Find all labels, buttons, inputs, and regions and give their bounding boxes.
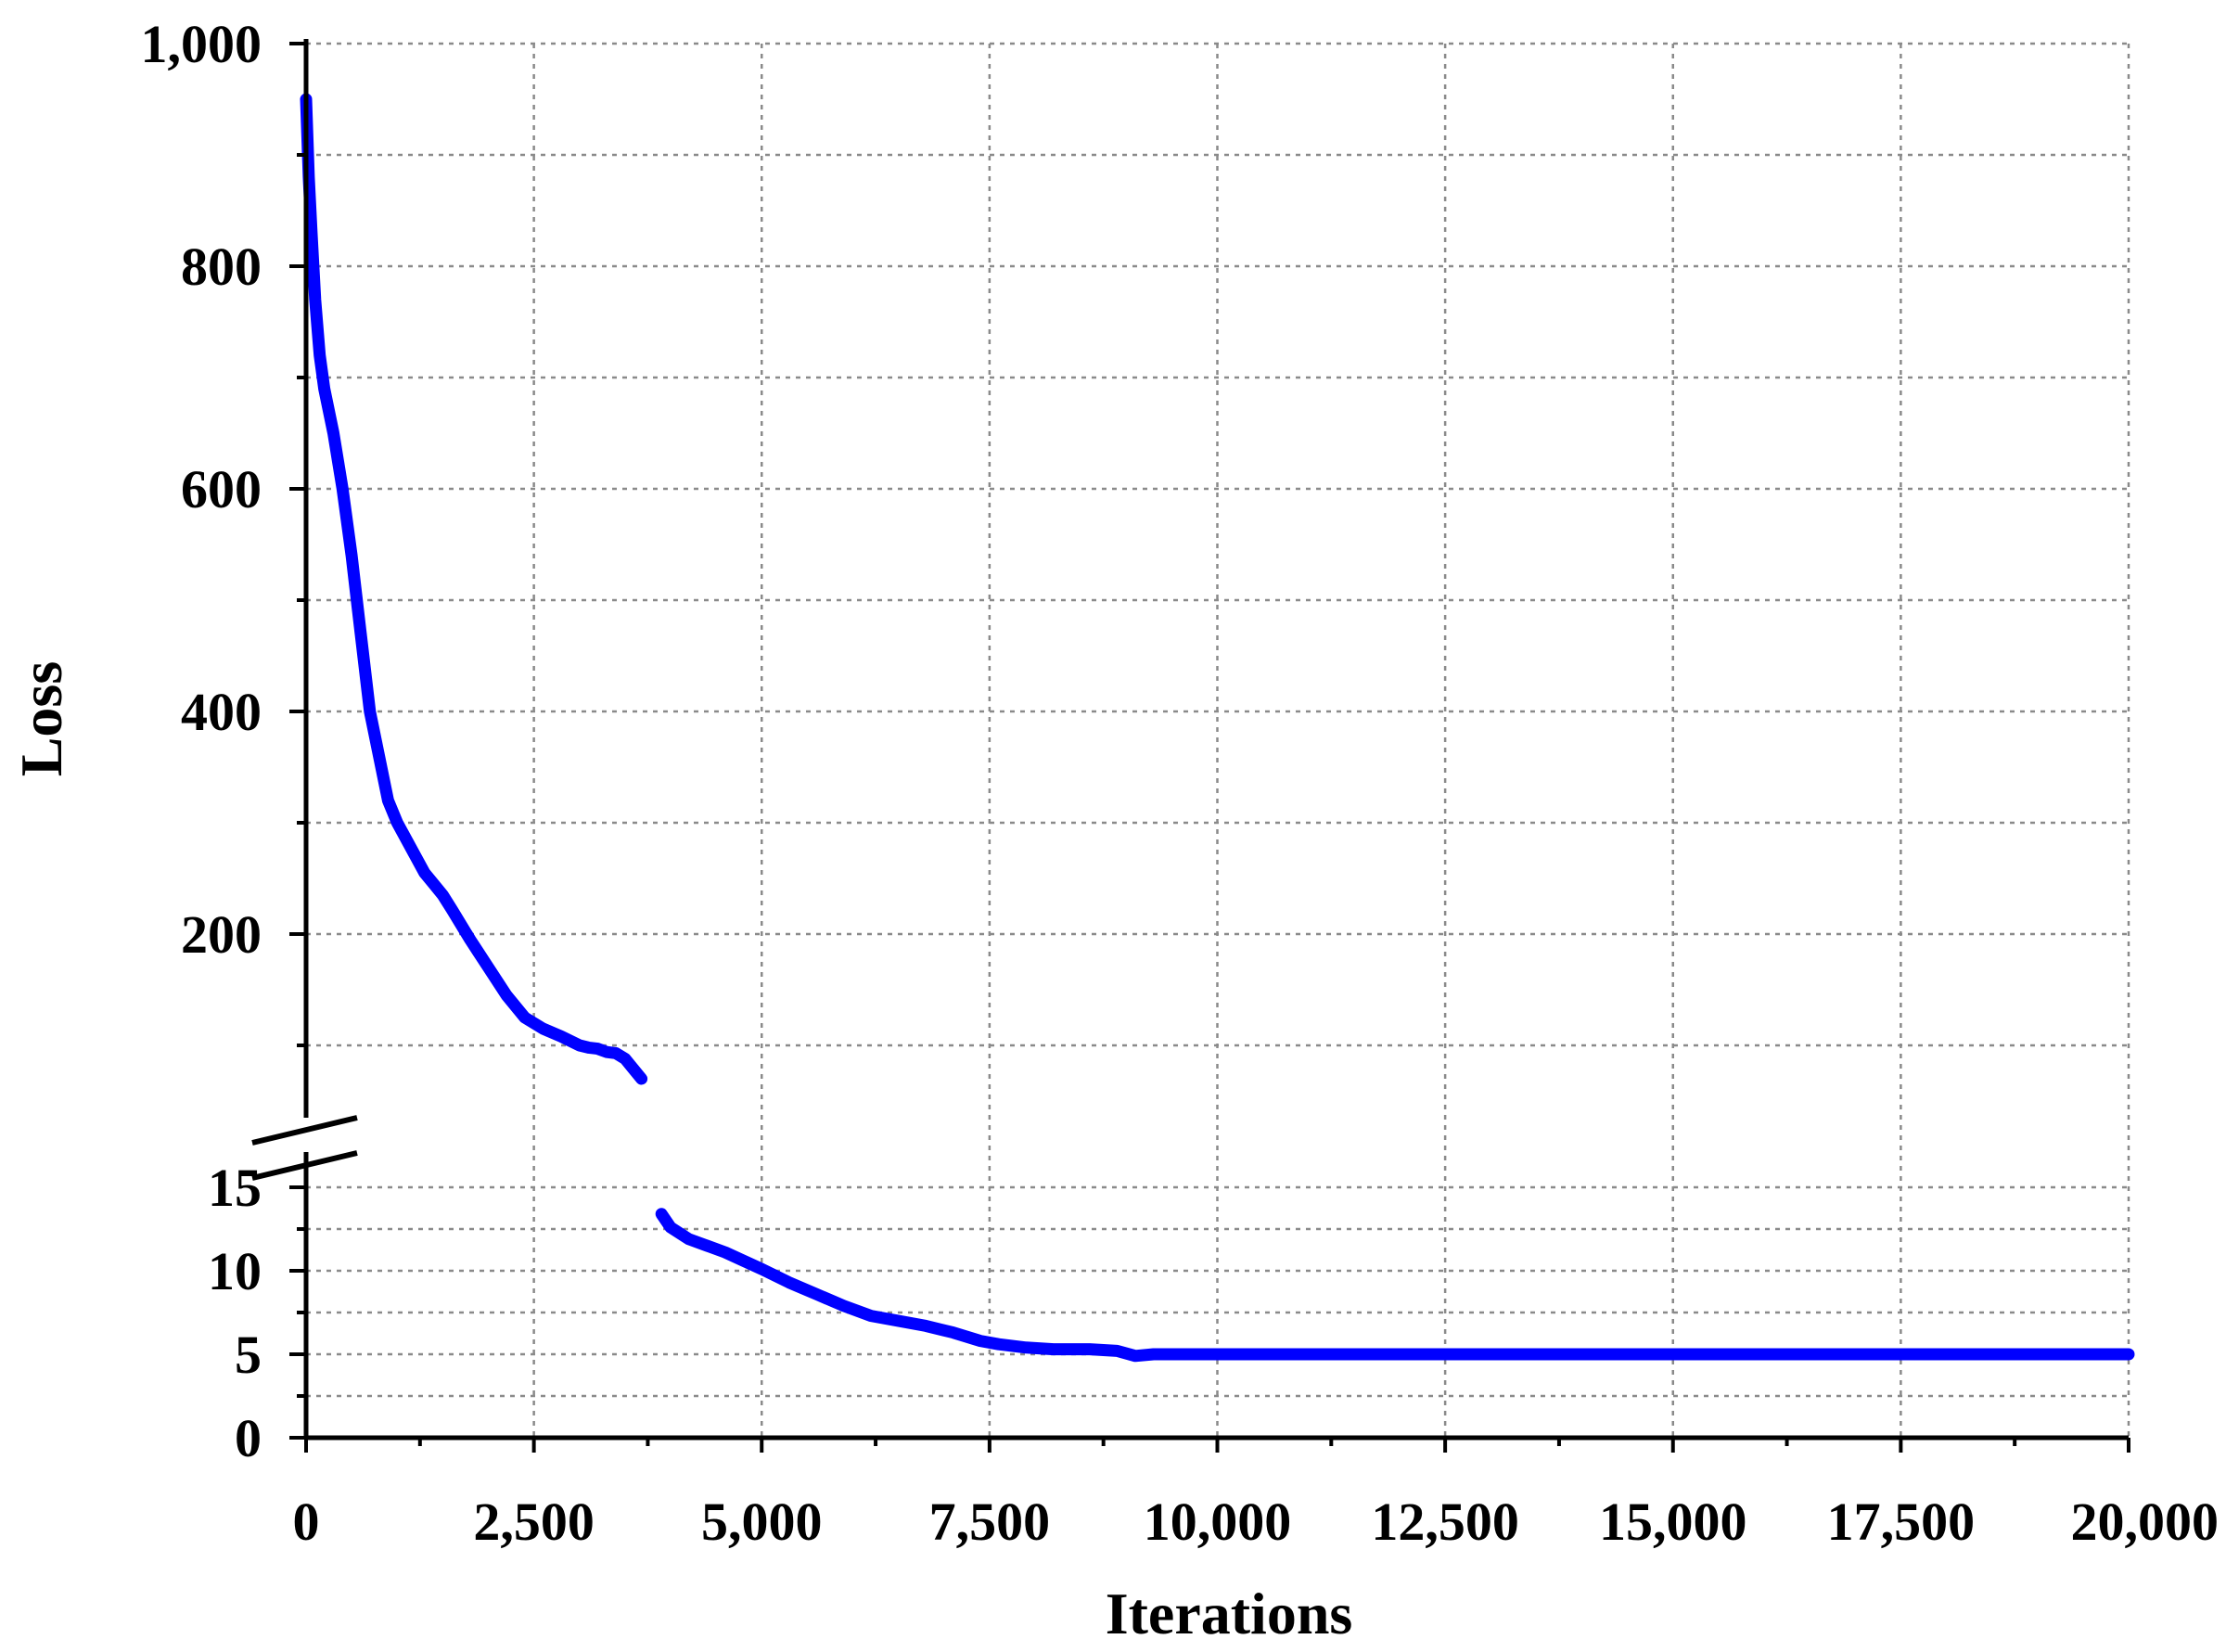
loss-line-lower: [655, 1208, 2135, 1363]
y-axis-title: Loss: [8, 661, 74, 777]
x-tick-label: 0: [293, 1492, 320, 1552]
y-tick-label-lower: 10: [208, 1241, 262, 1301]
x-tick-label: 7,500: [929, 1492, 1051, 1552]
y-tick-label-lower: 15: [208, 1158, 262, 1218]
y-tick-label-lower: 5: [235, 1325, 262, 1385]
x-tick-label: 15,000: [1599, 1492, 1747, 1552]
series-layer: [300, 93, 2135, 1363]
y-tick-label-upper: 600: [181, 459, 262, 519]
y-tick-label-lower: 0: [235, 1408, 262, 1468]
axes: [251, 39, 2130, 1453]
x-tick-label: 5,000: [701, 1492, 823, 1552]
x-tick-label: 12,500: [1371, 1492, 1519, 1552]
axis-break-mark: [251, 1115, 358, 1146]
loss-line-upper: [300, 93, 648, 1085]
x-tick-label: 10,000: [1144, 1492, 1292, 1552]
x-axis-title: Iterations: [1106, 1581, 1353, 1646]
x-tick-label: 20,000: [2071, 1492, 2220, 1552]
y-tick-label-upper: 400: [181, 682, 262, 742]
y-tick-label-upper: 1,000: [141, 14, 262, 74]
axis-break-mark: [251, 1150, 358, 1181]
grid: [306, 42, 2130, 1438]
x-tick-label: 2,500: [473, 1492, 595, 1552]
tick-labels: 0 2,500 5,000 7,500 10,000 12,500 15,000 17,500…: [141, 14, 2220, 1552]
y-tick-label-upper: 800: [181, 237, 262, 297]
x-tick-label: 17,500: [1827, 1492, 1976, 1552]
y-tick-label-upper: 200: [181, 904, 262, 965]
